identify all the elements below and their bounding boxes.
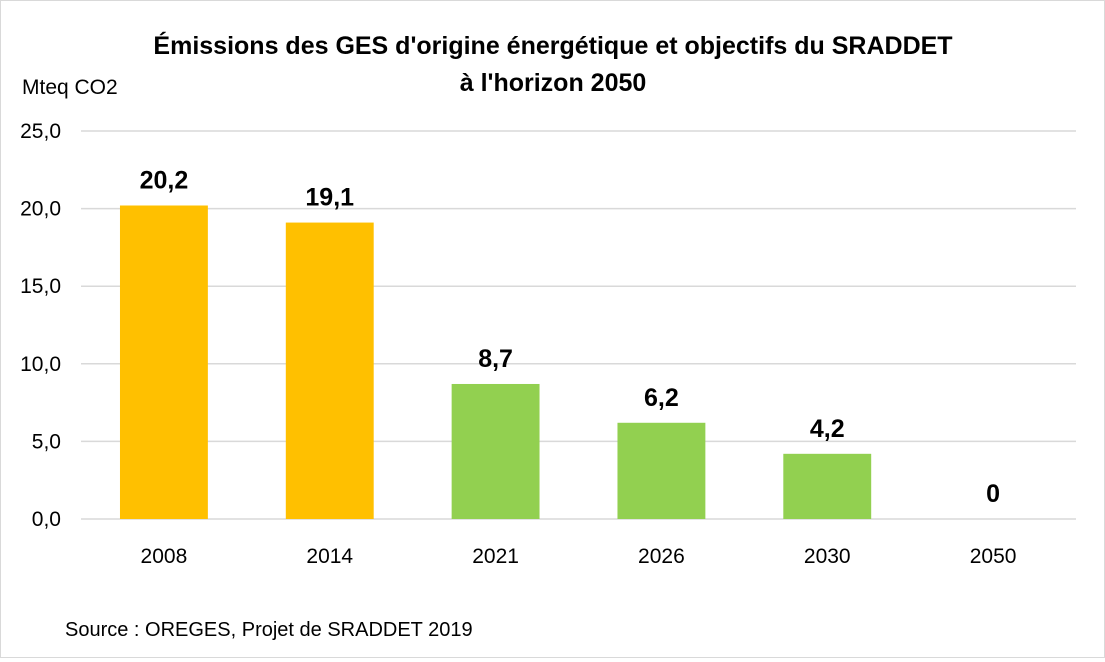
- chart-title-line-1: Émissions des GES d'origine énergétique …: [153, 31, 952, 60]
- x-tick-label-2050: 2050: [970, 545, 1017, 568]
- bar-2008: [119, 205, 208, 519]
- data-label-2014: 19,1: [305, 184, 354, 212]
- x-tick-label-2021: 2021: [472, 545, 519, 568]
- y-tick-label: 0,0: [32, 508, 61, 531]
- data-label-2021: 8,7: [478, 345, 513, 373]
- bar-2014: [285, 222, 374, 519]
- data-label-2050: 0: [986, 480, 1000, 508]
- gridlines: [81, 130, 1076, 520]
- data-label-2030: 4,2: [810, 415, 845, 443]
- source-note: Source : OREGES, Projet de SRADDET 2019: [65, 619, 473, 641]
- bar-2021: [451, 383, 540, 519]
- data-labels: 20,2 19,1 8,7 6,2 4,2 0: [140, 166, 1000, 508]
- y-tick-label: 20,0: [20, 198, 61, 221]
- y-tick-label: 15,0: [20, 275, 61, 298]
- bar-2030: [783, 453, 872, 519]
- y-tick-label: 5,0: [32, 430, 61, 453]
- y-axis-ticks: 0,0 5,0 10,0 15,0 20,0 25,0: [20, 120, 61, 531]
- y-tick-label: 25,0: [20, 120, 61, 143]
- x-tick-label-2014: 2014: [306, 545, 353, 568]
- data-label-2026: 6,2: [644, 384, 679, 412]
- x-tick-label-2008: 2008: [141, 545, 188, 568]
- bars: [119, 205, 872, 519]
- chart-title-line-2: à l'horizon 2050: [460, 69, 647, 97]
- bar-2026: [617, 422, 706, 519]
- y-axis-unit-label: Mteq CO2: [22, 76, 118, 99]
- x-axis-ticks: 2008 2014 2021 2026 2030 2050: [141, 545, 1017, 568]
- x-tick-label-2026: 2026: [638, 545, 685, 568]
- x-tick-label-2030: 2030: [804, 545, 851, 568]
- data-label-2008: 20,2: [140, 166, 189, 194]
- y-tick-label: 10,0: [20, 353, 61, 376]
